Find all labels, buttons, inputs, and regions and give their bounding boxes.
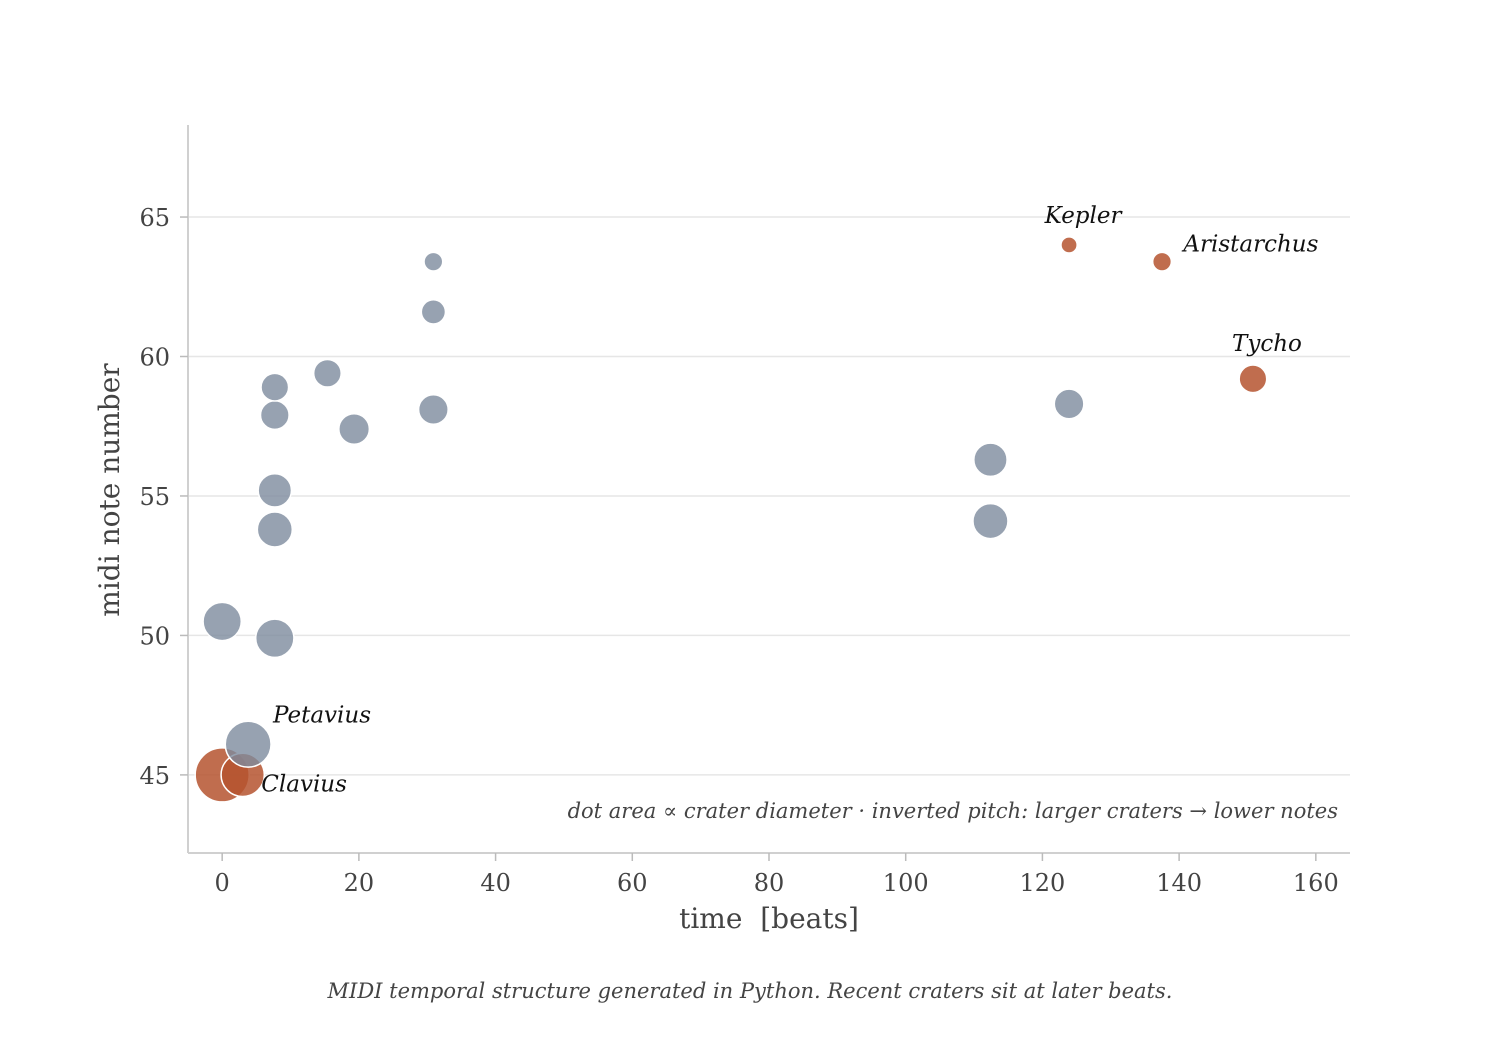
x-tick-label: 0	[215, 869, 230, 897]
x-tick-label: 120	[1020, 869, 1066, 897]
crater-point	[420, 299, 447, 325]
crater-point	[973, 442, 1008, 478]
axes	[187, 125, 1350, 854]
data-points	[194, 236, 1268, 803]
y-tick-label: 60	[139, 344, 170, 372]
crater-label-kepler: Kepler	[1044, 203, 1124, 229]
crater-point	[257, 473, 293, 508]
point-labels: Clavius Petavius Kepler Aristarchus Tycho	[261, 203, 1318, 798]
x-axis-label: time [beats]	[679, 902, 859, 935]
x-tick-label: 140	[1156, 869, 1202, 897]
crater-point	[423, 251, 444, 272]
highlight-crater-point	[1060, 236, 1078, 254]
crater-point	[256, 511, 294, 548]
x-tick-label: 20	[344, 869, 375, 897]
figure-caption: MIDI temporal structure generated in Pyt…	[327, 979, 1173, 1003]
crater-point	[1053, 388, 1085, 420]
y-tick-label: 55	[139, 483, 170, 511]
crater-label-tycho: Tycho	[1232, 331, 1302, 357]
crater-point	[259, 400, 290, 431]
crater-point	[202, 601, 243, 642]
grid-lines	[188, 216, 1350, 776]
y-tick-label: 65	[139, 204, 170, 232]
y-axis-label: midi note number	[93, 363, 126, 617]
axis-ticks: 45 50 55 60 65 0 20 40 60 80 100 120 140 160	[139, 204, 1338, 897]
crater-label-clavius: Clavius	[261, 772, 347, 798]
highlight-crater-point	[1238, 364, 1268, 394]
crater-point	[338, 413, 371, 446]
y-tick-label: 50	[139, 622, 170, 650]
crater-point	[312, 358, 342, 388]
crater-label-aristarchus: Aristarchus	[1181, 232, 1318, 258]
crater-point	[260, 372, 290, 402]
x-tick-label: 60	[617, 869, 648, 897]
crater-label-petavius: Petavius	[272, 702, 371, 728]
x-tick-label: 80	[754, 869, 785, 897]
crater-point	[224, 720, 272, 768]
crater-point	[417, 393, 449, 426]
crater-point	[254, 618, 295, 659]
size-encoding-note: dot area ∝ crater diameter · inverted pi…	[568, 799, 1339, 823]
x-tick-label: 160	[1293, 869, 1339, 897]
crater-point	[972, 502, 1009, 540]
x-tick-label: 40	[480, 869, 511, 897]
y-tick-label: 45	[139, 762, 170, 790]
highlight-crater-point	[1151, 251, 1173, 272]
x-tick-label: 100	[883, 869, 929, 897]
